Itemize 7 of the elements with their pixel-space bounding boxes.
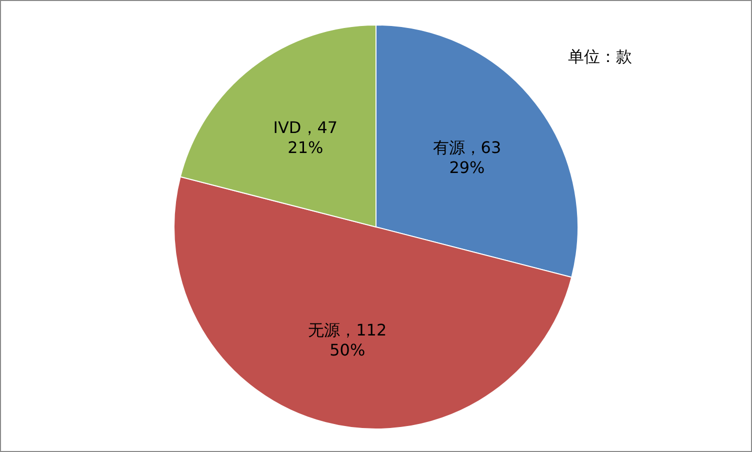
data-label: 29%	[449, 158, 485, 178]
data-label: 21%	[288, 138, 324, 157]
slice-label: 无源，112	[308, 320, 387, 340]
slice-label: 有源，63	[432, 138, 502, 158]
slice-label: IVD，47	[273, 118, 338, 137]
data-label: 50%	[330, 340, 366, 360]
text: 单位：款	[568, 47, 632, 66]
